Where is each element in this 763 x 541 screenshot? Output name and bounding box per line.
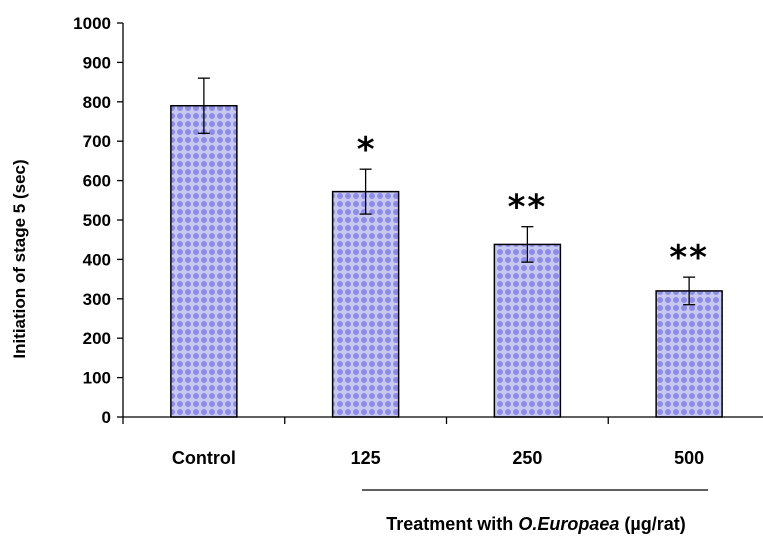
- bar-500: [655, 290, 723, 418]
- x-tick-label-500: 500: [674, 448, 704, 468]
- y-tick-label-1000: 1000: [73, 14, 111, 33]
- y-tick-label-400: 400: [83, 250, 111, 269]
- y-tick-label-600: 600: [83, 172, 111, 191]
- y-axis-title: Initiation of stage 5 (sec): [10, 159, 29, 358]
- y-tick-label-500: 500: [83, 211, 111, 230]
- significance-label-250: **: [508, 188, 548, 228]
- x-tick-label-250: 250: [512, 448, 542, 468]
- x-tick-label-125: 125: [351, 448, 381, 468]
- bar-250: [493, 243, 562, 418]
- x-axis-title-suffix: (µg/rat): [619, 514, 685, 534]
- bar-125: [331, 190, 400, 418]
- y-tick-label-0: 0: [102, 408, 111, 427]
- significance-label-125: *: [357, 130, 375, 170]
- x-labels-group: Control 125 250 500: [172, 448, 704, 468]
- y-tick-label-200: 200: [83, 329, 111, 348]
- bar-control: [170, 104, 238, 418]
- y-tick-label-800: 800: [83, 93, 111, 112]
- y-tick-label-900: 900: [83, 53, 111, 72]
- significance-label-500: **: [669, 238, 709, 278]
- y-tick-label-300: 300: [83, 290, 111, 309]
- x-axis-title: Treatment with O.Europaea (µg/rat): [386, 514, 685, 534]
- x-axis-title-species: O.Europaea: [518, 514, 619, 534]
- y-ticks-group: 0 100 200 300 400 500 600 700 800 900 1000: [73, 14, 123, 427]
- y-tick-label-100: 100: [83, 369, 111, 388]
- significance-group: *****: [357, 130, 709, 278]
- bars-group: [170, 104, 723, 418]
- x-tick-label-control: Control: [172, 448, 236, 468]
- x-axis-title-prefix: Treatment with: [386, 514, 518, 534]
- error-bars-group: [197, 77, 696, 306]
- y-tick-label-700: 700: [83, 132, 111, 151]
